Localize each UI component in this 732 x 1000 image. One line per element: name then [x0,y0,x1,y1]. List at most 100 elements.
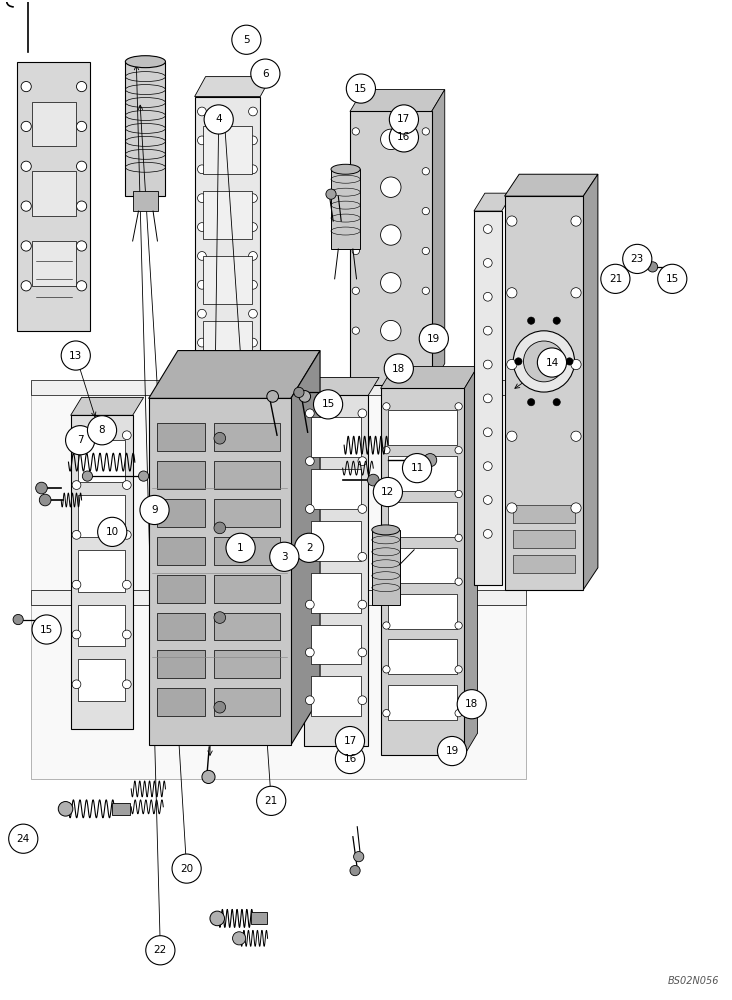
Bar [78,550,125,592]
Circle shape [483,225,492,233]
Polygon shape [31,590,526,605]
Circle shape [61,341,90,370]
Bar [311,625,361,664]
Circle shape [251,59,280,88]
Bar [32,171,76,216]
Polygon shape [71,415,132,729]
Text: 15: 15 [354,84,367,94]
Ellipse shape [125,56,165,68]
Circle shape [77,281,86,291]
Circle shape [77,81,86,92]
Circle shape [438,736,466,766]
Circle shape [352,247,359,255]
Circle shape [358,457,367,466]
Text: 21: 21 [264,796,278,806]
Circle shape [483,394,492,403]
Bar [32,102,76,146]
Circle shape [226,533,255,562]
Circle shape [122,530,131,539]
Polygon shape [464,367,477,755]
Circle shape [198,136,206,145]
Circle shape [657,264,687,293]
Bar [388,548,458,583]
Circle shape [249,223,258,231]
Circle shape [358,409,367,418]
Bar [132,191,158,211]
Circle shape [515,358,522,365]
Text: 18: 18 [465,699,479,709]
Circle shape [77,241,86,251]
Polygon shape [125,62,165,196]
Circle shape [483,259,492,267]
Circle shape [198,223,206,231]
Text: 19: 19 [446,746,459,756]
Circle shape [507,431,517,441]
Text: 22: 22 [154,945,167,955]
Circle shape [424,454,437,467]
Polygon shape [331,169,360,249]
Bar [157,575,205,603]
Text: 19: 19 [427,334,441,344]
Circle shape [77,201,86,211]
Polygon shape [583,174,598,590]
Circle shape [198,165,206,174]
Circle shape [335,726,365,756]
Text: 16: 16 [343,754,356,764]
Bar [388,410,458,445]
Circle shape [21,81,31,92]
Bar [388,594,458,629]
Circle shape [249,309,258,318]
Circle shape [335,744,365,774]
Circle shape [455,710,462,717]
Polygon shape [31,380,519,395]
Circle shape [571,288,581,298]
Bar [513,505,575,523]
Circle shape [305,648,314,657]
Bar [157,613,205,640]
Bar [112,803,130,815]
Circle shape [383,490,390,498]
Circle shape [381,177,401,197]
Bar [311,521,361,561]
Circle shape [483,292,492,301]
Bar [157,650,205,678]
Circle shape [267,391,278,402]
Circle shape [305,457,314,466]
Circle shape [21,281,31,291]
Circle shape [305,505,314,513]
Bar [388,456,458,491]
Circle shape [305,552,314,561]
Bar [214,461,280,489]
Circle shape [122,431,131,440]
Bar [214,499,280,527]
Polygon shape [71,397,143,415]
Circle shape [383,666,390,673]
Polygon shape [504,174,598,196]
Bar [157,499,205,527]
Text: 10: 10 [105,527,119,537]
Polygon shape [195,97,261,385]
Circle shape [537,348,567,377]
Circle shape [381,129,401,150]
Text: 12: 12 [381,487,395,497]
Polygon shape [381,367,477,388]
Circle shape [198,194,206,203]
Text: 3: 3 [281,552,288,562]
Circle shape [571,216,581,226]
Text: 23: 23 [631,254,644,264]
Polygon shape [372,530,400,605]
Text: 1: 1 [237,543,244,553]
Circle shape [122,481,131,489]
Circle shape [294,533,324,562]
Circle shape [553,399,560,406]
Circle shape [294,387,304,398]
Circle shape [146,936,175,965]
Bar [214,650,280,678]
Circle shape [202,770,215,784]
Circle shape [249,252,258,260]
Text: 13: 13 [69,351,83,361]
Ellipse shape [331,164,360,174]
Circle shape [72,630,81,639]
Polygon shape [18,62,90,331]
Circle shape [204,105,234,134]
